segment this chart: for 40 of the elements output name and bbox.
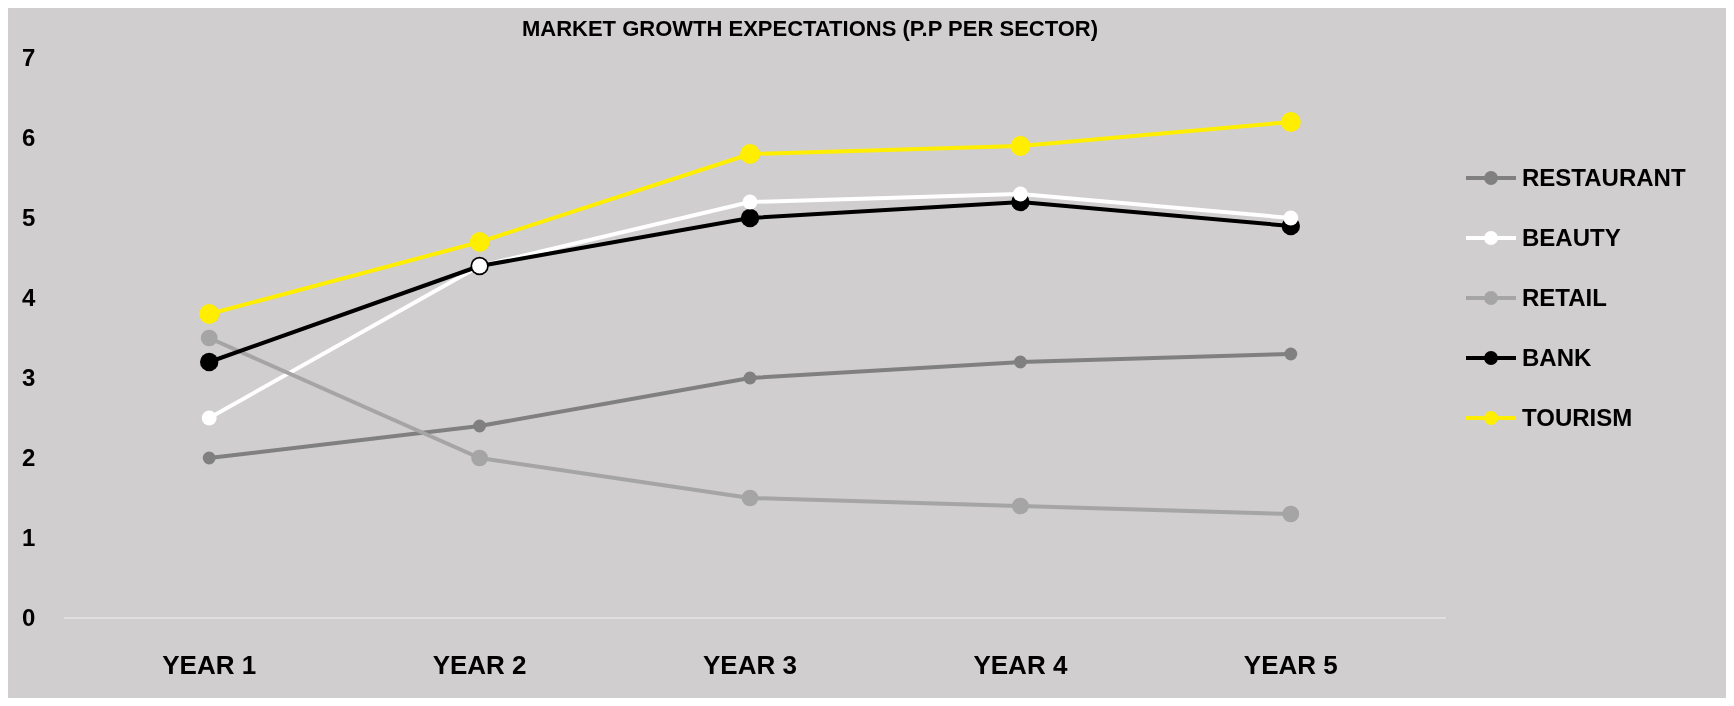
legend-label: TOURISM (1522, 404, 1633, 432)
point (1283, 210, 1299, 226)
legend-label: BANK (1522, 344, 1592, 372)
point (199, 304, 220, 324)
y-tick-label: 3 (22, 364, 36, 392)
y-tick-label: 7 (22, 44, 36, 72)
x-tick-label: YEAR 1 (162, 650, 257, 680)
point (200, 329, 218, 347)
point (200, 352, 219, 372)
x-tick-label: YEAR 4 (973, 650, 1068, 680)
chart-title: MARKET GROWTH EXPECTATIONS (P.P PER SECTOR) (521, 16, 1099, 41)
x-tick-label: YEAR 2 (432, 650, 527, 680)
x-tick-label: YEAR 5 (1243, 650, 1338, 680)
y-tick-label: 1 (22, 524, 36, 552)
legend-label: RESTAURANT (1522, 164, 1686, 192)
point (1012, 497, 1029, 515)
point (202, 451, 216, 465)
x-tick-label: YEAR 3 (703, 650, 797, 680)
point (473, 419, 487, 433)
point (1013, 355, 1027, 369)
point (469, 232, 490, 252)
point (1010, 136, 1031, 156)
point (741, 489, 759, 507)
legend-label: BEAUTY (1522, 224, 1621, 252)
y-tick-label: 0 (22, 604, 36, 632)
y-tick-label: 2 (22, 444, 36, 472)
point (1280, 112, 1301, 132)
point (201, 410, 217, 426)
y-tick-label: 6 (22, 124, 36, 152)
point (471, 449, 488, 467)
point (740, 144, 760, 164)
point (1012, 186, 1028, 202)
point (1284, 347, 1298, 361)
y-tick-label: 5 (22, 204, 36, 232)
legend-label: RETAIL (1522, 284, 1607, 312)
y-tick-label: 4 (22, 284, 36, 312)
point (742, 194, 758, 210)
point (740, 208, 760, 228)
point (1282, 505, 1300, 523)
point (743, 371, 757, 385)
